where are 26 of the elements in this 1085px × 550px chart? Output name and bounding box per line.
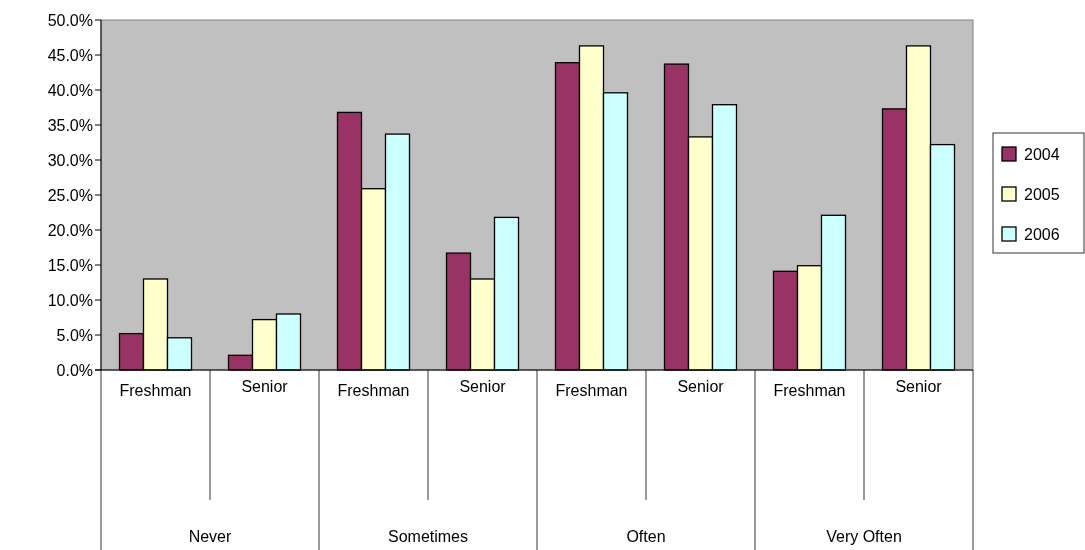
x-tick-label: Freshman xyxy=(555,382,628,399)
x-tick-label: Senior xyxy=(895,378,943,395)
x-tick-label: Senior xyxy=(677,378,725,395)
legend-label: 2005 xyxy=(1024,185,1060,203)
y-tick-label: 0.0% xyxy=(56,361,93,379)
y-tick-label: 25.0% xyxy=(47,186,93,204)
y-tick-label: 20.0% xyxy=(47,221,93,239)
legend-label: 2004 xyxy=(1024,145,1060,163)
x-tick-label: Senior xyxy=(459,378,507,395)
y-tick-label: 10.0% xyxy=(47,291,93,309)
text: Very Often xyxy=(826,528,902,545)
x-tick-label: Freshman xyxy=(337,382,410,399)
y-tick-label: 40.0% xyxy=(47,81,93,99)
y-tick-label: 5.0% xyxy=(56,326,93,344)
x-tick-label: Freshman xyxy=(119,382,192,399)
y-tick-label: 35.0% xyxy=(47,116,93,134)
text: Sometimes xyxy=(387,528,469,545)
y-tick-label: 30.0% xyxy=(47,151,93,169)
y-tick-label: 15.0% xyxy=(47,256,93,274)
x-tick-label: Freshman xyxy=(773,382,846,399)
y-tick-label: 50.0% xyxy=(47,11,93,29)
legend-label: 2006 xyxy=(1024,225,1060,243)
text: Never xyxy=(188,528,233,545)
text: Often xyxy=(626,528,666,545)
y-tick-label: 45.0% xyxy=(47,46,93,64)
x-tick-label: Senior xyxy=(241,378,289,395)
